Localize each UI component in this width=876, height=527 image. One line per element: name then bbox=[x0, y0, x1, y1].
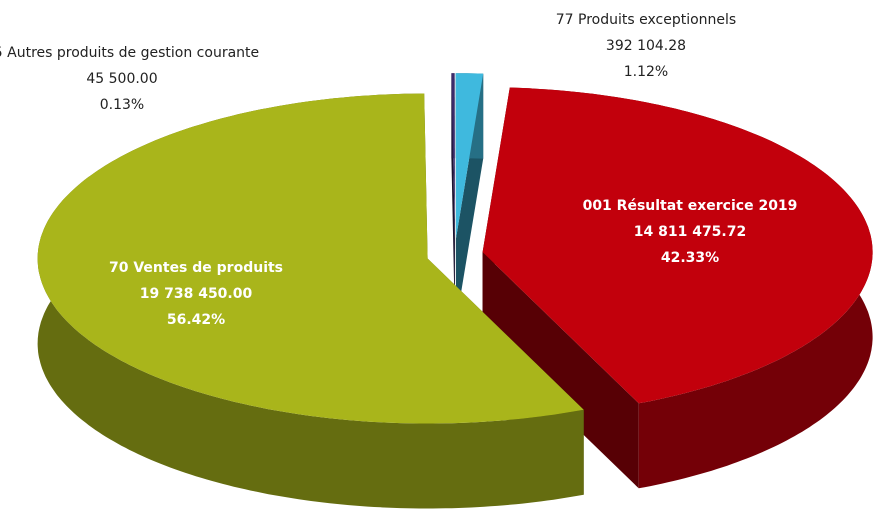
slice bbox=[37, 93, 584, 424]
slice-label: 75 Autres produits de gestion courante bbox=[0, 45, 259, 61]
slice-label: 0.13% bbox=[100, 97, 144, 113]
slice-label: 001 Résultat exercice 2019 bbox=[583, 198, 798, 214]
slice-label: 19 738 450.00 bbox=[140, 286, 253, 302]
slice-label: 45 500.00 bbox=[86, 71, 157, 87]
slice bbox=[482, 87, 873, 404]
slice-label: 1.12% bbox=[624, 64, 668, 80]
slice-side bbox=[482, 252, 639, 489]
slice bbox=[455, 73, 484, 239]
slice-label: 77 Produits exceptionnels bbox=[556, 12, 736, 28]
slice-label: 14 811 475.72 bbox=[634, 224, 746, 240]
slice-label: 392 104.28 bbox=[606, 38, 686, 54]
slice bbox=[451, 73, 455, 239]
slice-label: 56.42% bbox=[167, 312, 225, 328]
slice-label: 70 Ventes de produits bbox=[109, 260, 283, 276]
slice-label: 42.33% bbox=[661, 250, 719, 266]
